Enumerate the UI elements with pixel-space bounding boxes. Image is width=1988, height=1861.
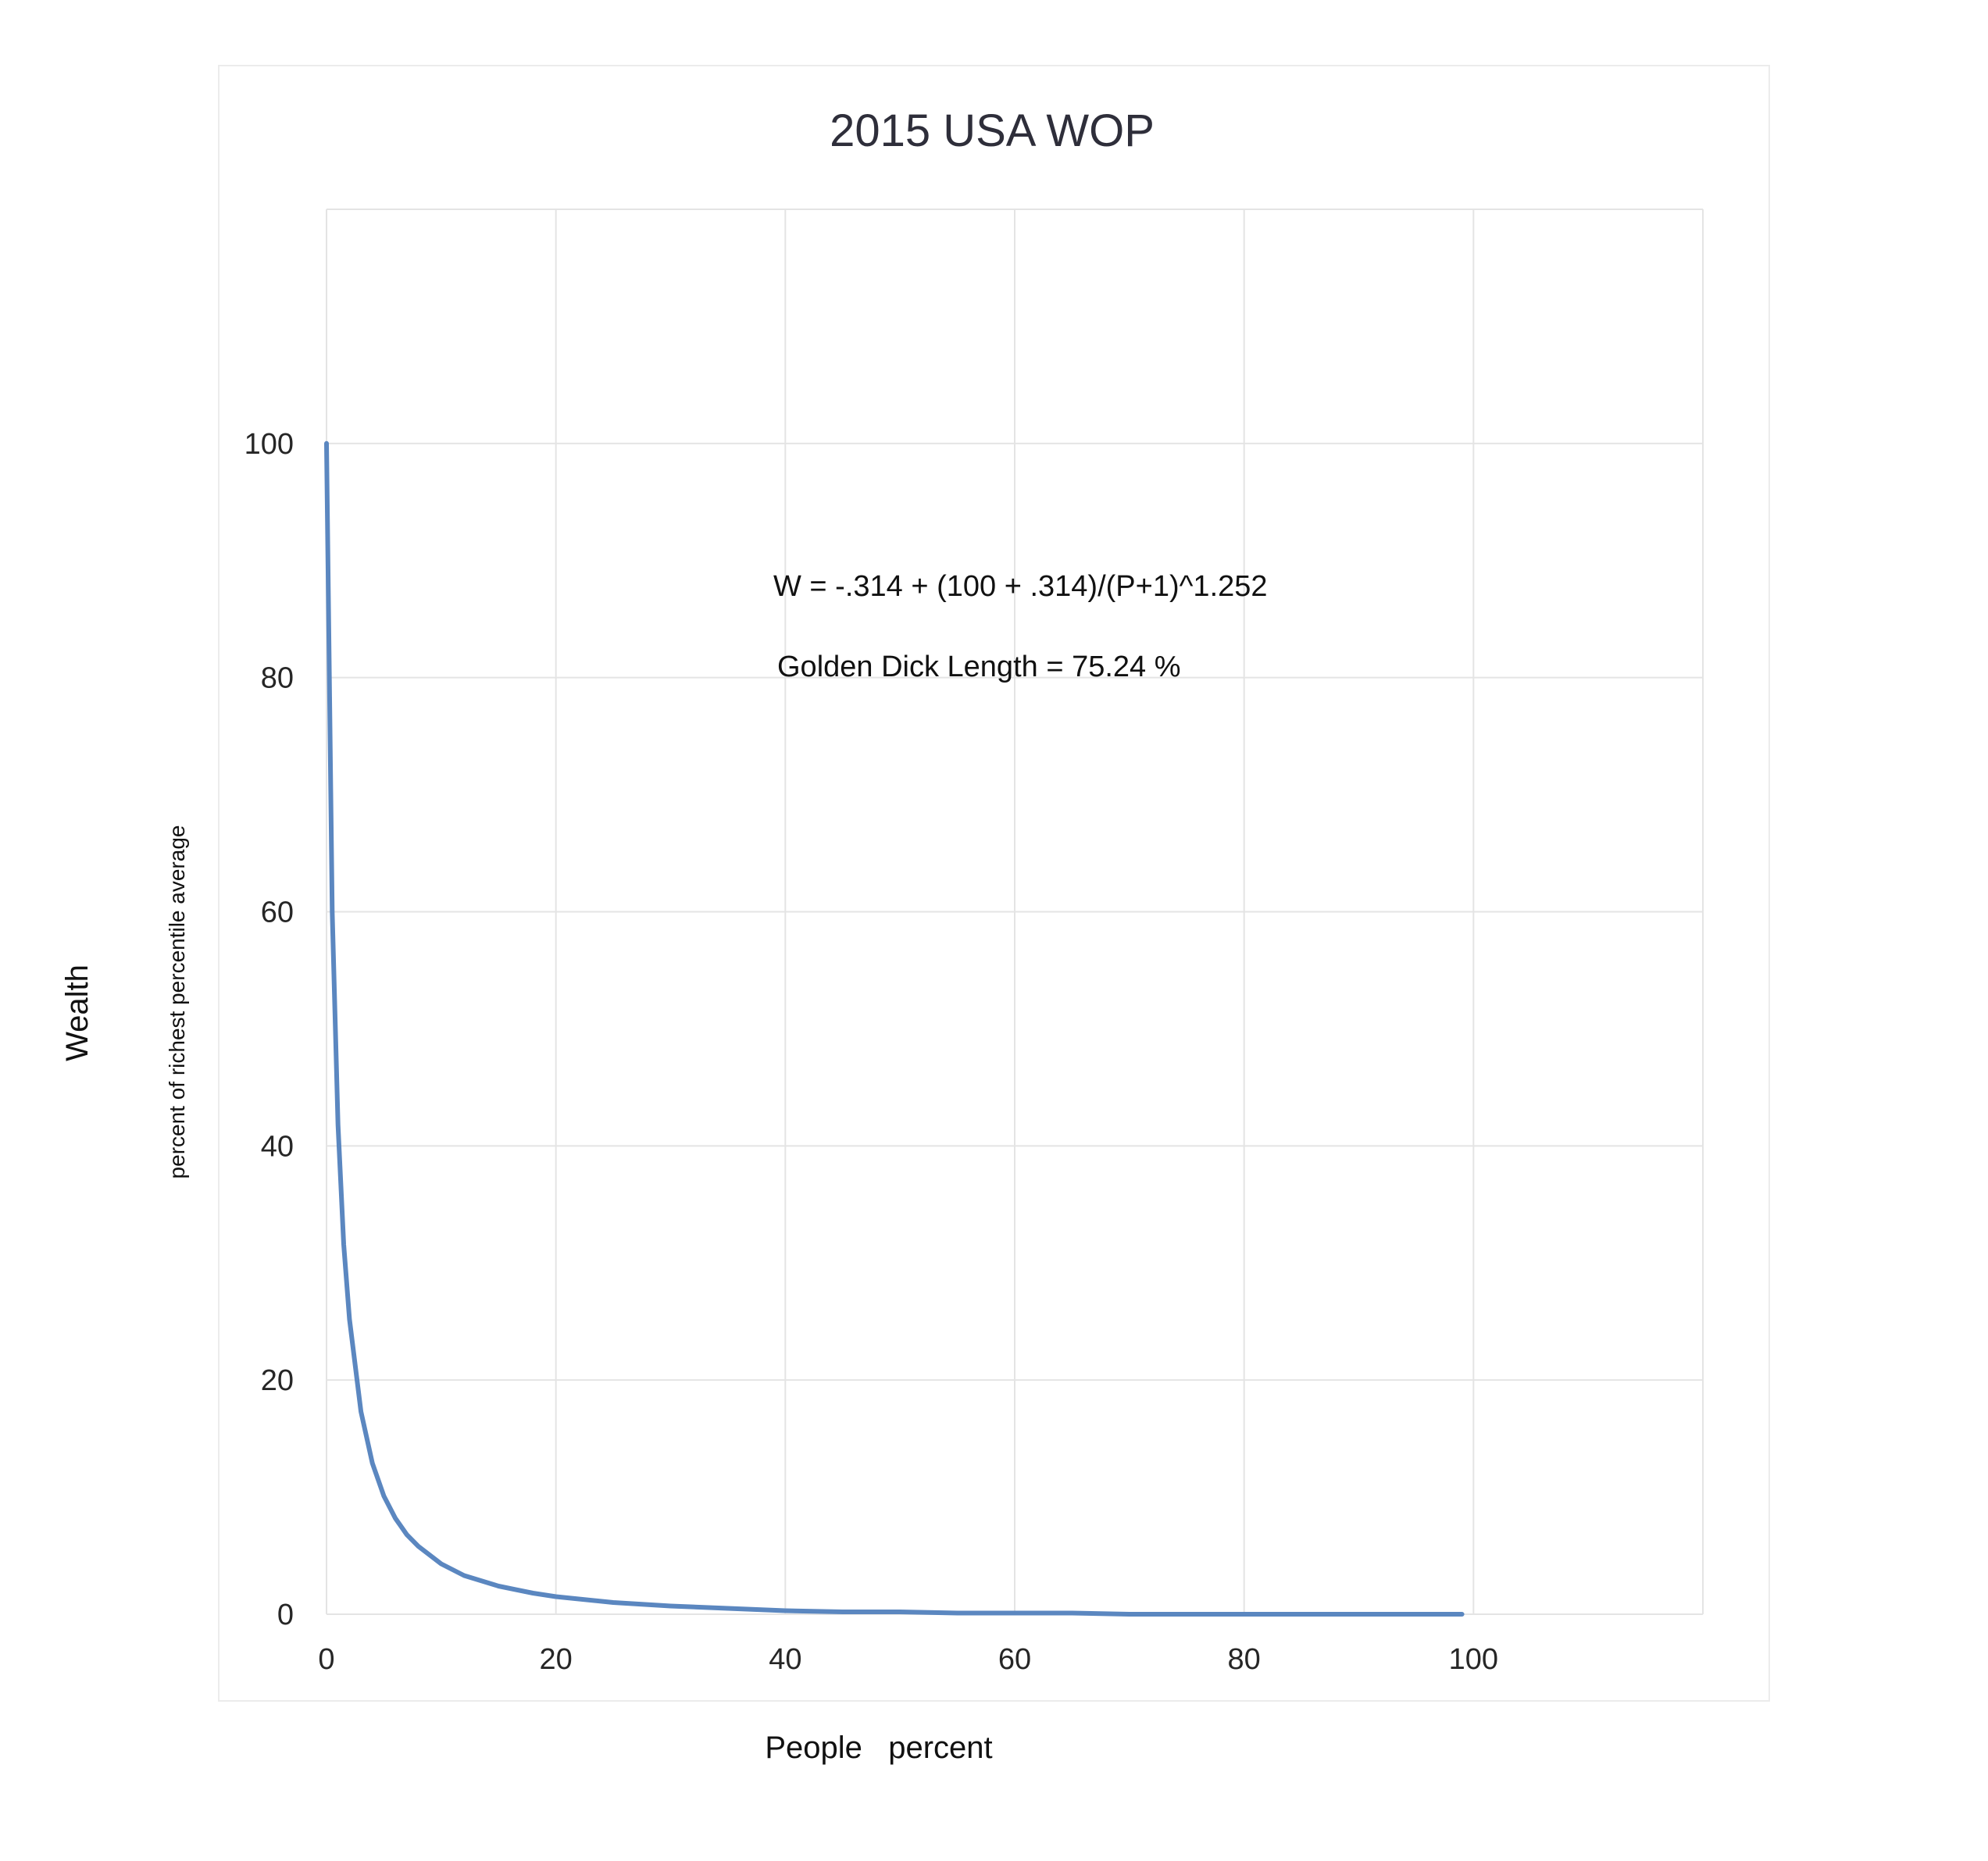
x-axis-title: People percent bbox=[765, 1731, 992, 1765]
x-tick-label: 20 bbox=[540, 1643, 573, 1676]
y-tick-labels: 0 20 40 60 80 100 bbox=[244, 428, 294, 1631]
annotation-formula: W = -.314 + (100 + .314)/(P+1)^1.252 bbox=[773, 570, 1268, 603]
y-axis-subtitle: percent of richest percentile average bbox=[165, 825, 189, 1179]
y-gridlines bbox=[327, 209, 1703, 1615]
x-tick-label: 0 bbox=[318, 1643, 334, 1676]
x-tick-label: 100 bbox=[1449, 1643, 1498, 1676]
x-tick-label: 40 bbox=[769, 1643, 801, 1676]
y-axis-title: Wealth bbox=[60, 964, 95, 1061]
series-group bbox=[324, 440, 1465, 1617]
x-tick-labels: 0 20 40 60 80 100 bbox=[318, 1643, 1498, 1676]
chart-title: 2015 USA WOP bbox=[830, 105, 1155, 156]
chart-area-border bbox=[218, 65, 1770, 1702]
x-tick-label: 60 bbox=[998, 1643, 1031, 1676]
series-line bbox=[324, 440, 1465, 1617]
y-tick-label: 20 bbox=[261, 1364, 294, 1397]
annotation-golden-dick-length: Golden Dick Length = 75.24 % bbox=[777, 651, 1181, 683]
y-tick-label: 100 bbox=[244, 428, 294, 461]
y-tick-label: 40 bbox=[261, 1130, 294, 1163]
y-tick-label: 60 bbox=[261, 897, 294, 929]
y-tick-label: 80 bbox=[261, 662, 294, 695]
y-tick-label: 0 bbox=[277, 1599, 294, 1631]
x-tick-label: 80 bbox=[1228, 1643, 1261, 1676]
